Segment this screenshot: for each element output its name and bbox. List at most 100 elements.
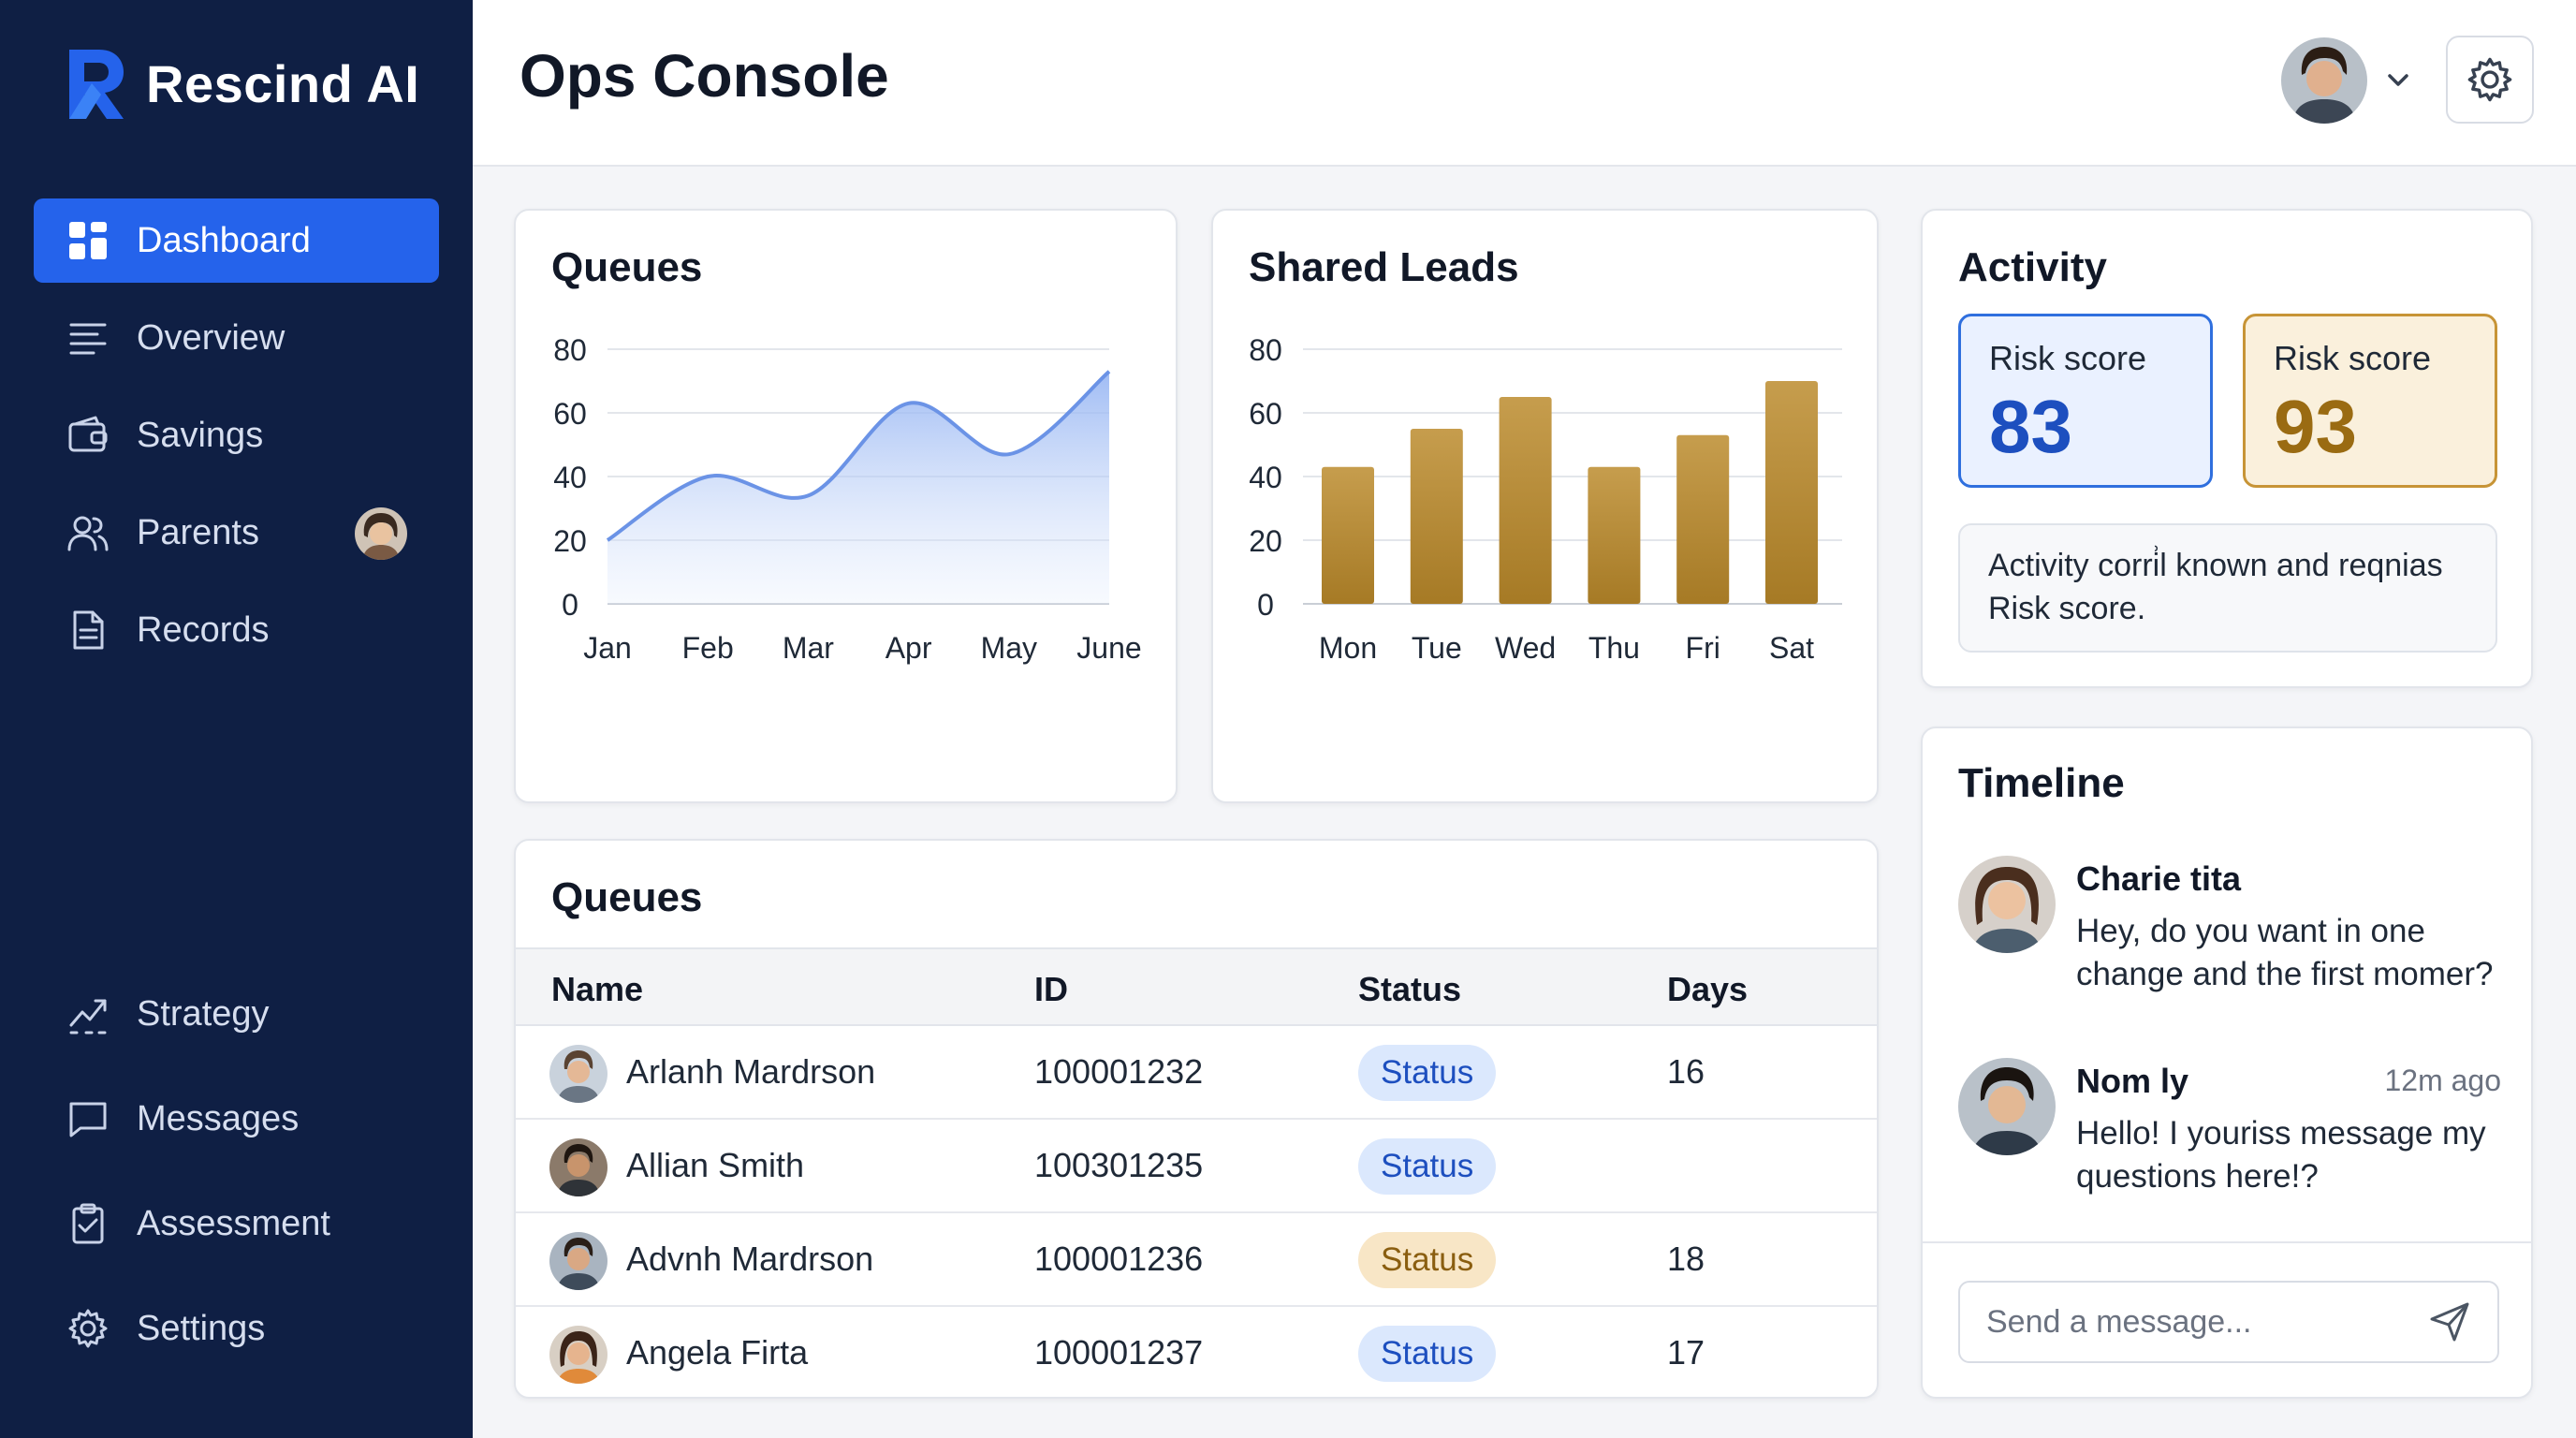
status-badge: Status [1358,1232,1497,1288]
sidebar-item-label: Strategy [137,993,270,1034]
users-icon [66,510,110,555]
timeline-item[interactable]: Charie tita Hey, do you want in one chan… [1958,856,2501,1015]
avatar[interactable] [355,507,407,560]
timestamp: 12m ago [2384,1064,2501,1097]
x-tick-label: Mar [783,631,834,665]
queues-chart-card: Queues 0 20 40 60 80 Jan Feb Mar Apr May June [514,209,1178,803]
y-tick-label: 80 [553,333,587,367]
series-line [606,370,1111,542]
sidebar-item-records[interactable]: Records [34,588,439,672]
data-point [808,495,809,496]
x-tick-label: Wed [1495,631,1556,665]
table-row[interactable]: Advnh Mardrson 100001236 Status 18 [516,1213,1877,1307]
data-point [1109,371,1110,372]
card-title: Queues [551,874,703,920]
sidebar-item-overview[interactable]: Overview [34,296,439,380]
avatar [549,1326,607,1384]
sidebar-item-label: Assessment [137,1203,330,1243]
data-point [1008,454,1009,455]
wallet-icon [66,413,110,458]
grid-icon [66,218,110,263]
table-row[interactable]: Angela Firta 100001237 Status 17 [516,1307,1877,1397]
bar[interactable] [1588,466,1641,604]
settings-button[interactable] [2446,36,2534,124]
cell-id: 100301235 [1034,1146,1204,1184]
cell-name: Allian Smith [626,1146,805,1184]
bar[interactable] [1765,381,1818,604]
chevron-down-icon[interactable] [2382,64,2414,95]
user-avatar[interactable] [2281,37,2367,124]
sidebar-item-label: Records [137,609,270,650]
queues-area-chart: 0 20 40 60 80 Jan Feb Mar Apr May June [553,333,1141,665]
card-title: Timeline [1958,760,2125,806]
x-tick-label: Tue [1412,631,1462,665]
sidebar-item-label: Messages [137,1098,300,1138]
cell-id: 100001232 [1034,1052,1204,1091]
activity-note: Activity corri͗l known and reqnias Risk … [1958,523,2497,653]
sidebar-item-dashboard[interactable]: Dashboard [34,198,439,283]
area-fill [607,371,1109,604]
sidebar-item-messages[interactable]: Messages [34,1077,439,1161]
avatar [549,1232,607,1290]
y-tick-label: 0 [562,588,578,622]
timeline-card: Timeline Charie tita Hey, do you want in… [1921,726,2533,1399]
sidebar-item-assessment[interactable]: Assessment [34,1181,439,1266]
sidebar-item-strategy[interactable]: Strategy [34,972,439,1056]
y-tick-label: 60 [1249,397,1282,431]
message-input-placeholder: Send a message... [1986,1303,2252,1340]
bar[interactable] [1410,429,1463,604]
sidebar-item-label: Savings [137,415,264,455]
risk-score-label: Risk score [2274,339,2432,377]
column-header-days[interactable]: Days [1667,970,1749,1008]
table-row[interactable]: Arlanh Mardrson 100001232 Status 16 [516,1026,1877,1120]
cell-id: 100001236 [1034,1240,1204,1278]
page-title: Ops Console [520,42,889,110]
brand[interactable]: Rescind AI [64,43,419,124]
shared-leads-bar-chart: 0 20 40 60 80 Mon Tue Wed Thu Fri Sat [1249,333,1842,665]
clipboard-icon [66,1201,110,1246]
data-point [607,540,608,541]
sidebar-item-label: Parents [137,512,259,552]
x-tick-label: Thu [1588,631,1640,665]
top-bar: Ops Console [473,0,2576,167]
risk-score-value: 83 [1989,385,2072,468]
sidebar-item-parents[interactable]: Parents [34,491,439,575]
activity-card: Activity Risk score 83 Risk score 93 Act… [1921,209,2533,688]
gear-icon [66,1306,110,1351]
timeline-item[interactable]: Nom ly 12m ago Hello! I youriss message … [1958,1058,2501,1217]
column-header-name[interactable]: Name [551,970,644,1008]
card-title: Shared Leads [1249,244,1519,290]
risk-score-card[interactable]: Risk score 93 [2243,314,2497,488]
message-input[interactable]: Send a message... [1958,1281,2499,1363]
chat-icon [66,1096,110,1141]
cell-days: 17 [1667,1333,1705,1372]
column-header-status[interactable]: Status [1358,970,1462,1008]
shared-leads-chart-card: Shared Leads 0 20 40 60 80 Mon Tue Wed Thu Fri Sat [1211,209,1879,803]
status-badge: Status [1358,1045,1497,1101]
divider [1923,1241,2531,1243]
sidebar-item-label: Settings [137,1308,266,1348]
bar[interactable] [1322,466,1374,604]
y-tick-label: 0 [1257,588,1274,622]
column-header-id[interactable]: ID [1034,970,1068,1008]
sidebar: Rescind AI Dashboard Overview Savings Pa… [0,0,473,1438]
data-point [908,403,909,404]
logo-icon [69,50,124,119]
brand-name: Rescind AI [146,53,420,113]
timeline-message: Hello! I youriss message my questions he… [2076,1115,2486,1195]
bar[interactable] [1676,434,1730,604]
bar[interactable] [1499,397,1552,604]
avatar [549,1138,607,1196]
card-title: Activity [1958,244,2107,290]
risk-score-card[interactable]: Risk score 83 [1958,314,2213,488]
table-row[interactable]: Allian Smith 100301235 Status [516,1120,1877,1213]
risk-score-label: Risk score [1989,339,2147,377]
y-tick-label: 80 [1249,333,1282,367]
cell-days: 18 [1667,1240,1705,1278]
send-icon[interactable] [2428,1300,2471,1343]
avatar [1958,856,2056,953]
sidebar-item-settings[interactable]: Settings [34,1286,439,1371]
document-icon [66,608,110,653]
sidebar-item-savings[interactable]: Savings [34,393,439,477]
card-title: Queues [551,244,703,290]
